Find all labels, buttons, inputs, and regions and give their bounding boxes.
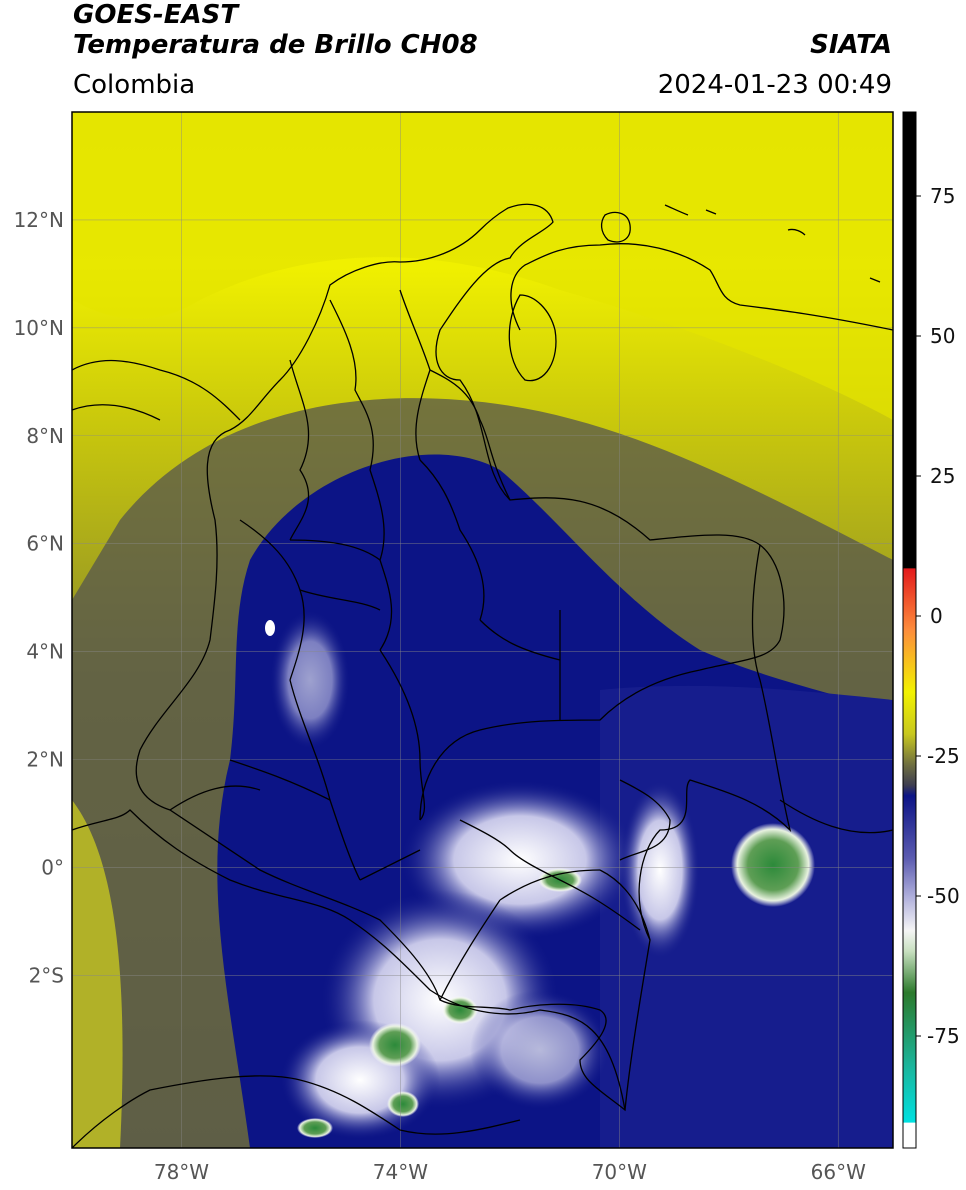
lon-tick-label: 66°W <box>811 1160 866 1184</box>
title-line-1: GOES-EAST <box>73 0 239 30</box>
colorbar-tick-label: -75 <box>927 1024 960 1048</box>
lon-tick-label: 78°W <box>154 1160 209 1184</box>
brand-label: SIATA <box>810 30 892 60</box>
country-borders <box>72 203 893 1148</box>
lat-tick-label: 0° <box>41 855 64 879</box>
longitude-ticks: 78°W 74°W 70°W 66°W <box>154 1160 866 1184</box>
lat-tick-label: 2°S <box>29 963 64 987</box>
map-frame <box>71 111 894 1149</box>
colorbar-tick-label: 75 <box>930 184 955 208</box>
colorbar-tick-label: -50 <box>927 884 960 908</box>
colorbar-ticks: 75 50 25 0 -25 -50 -75 <box>916 184 960 1048</box>
lat-tick-label: 4°N <box>26 640 64 664</box>
lat-tick-label: 8°N <box>26 424 64 448</box>
lon-tick-label: 74°W <box>373 1160 428 1184</box>
colorbar <box>902 111 917 1149</box>
colorbar-tick-label: -25 <box>927 744 960 768</box>
brightness-temperature-imagery <box>72 112 893 1148</box>
colorbar-tick-label: 50 <box>930 324 955 348</box>
lat-tick-label: 6°N <box>26 532 64 556</box>
lat-tick-label: 12°N <box>14 208 64 232</box>
region-label: Colombia <box>73 70 196 100</box>
datetime-label: 2024-01-23 00:49 <box>657 70 892 100</box>
colorbar-tick-label: 0 <box>930 604 943 628</box>
colorbar-tick-label: 25 <box>930 464 955 488</box>
lat-tick-label: 10°N <box>14 316 64 340</box>
lon-tick-label: 70°W <box>592 1160 647 1184</box>
latitude-ticks: 12°N 10°N 8°N 6°N 4°N 2°N 0° 2°S <box>14 208 64 987</box>
lat-tick-label: 2°N <box>26 748 64 772</box>
title-line-2: Temperatura de Brillo CH08 <box>73 30 478 60</box>
